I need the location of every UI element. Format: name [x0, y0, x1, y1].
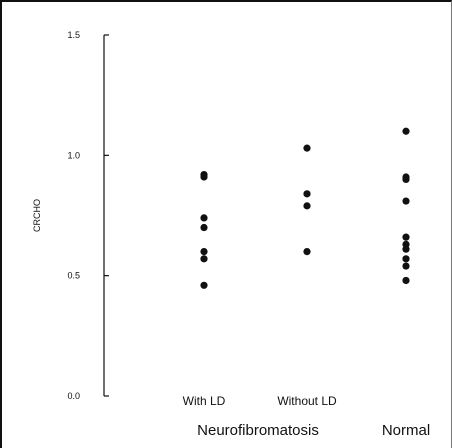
data-point [402, 127, 410, 135]
data-point [303, 248, 311, 256]
y-ticks: 0.0 0.5 1.0 1.5 [67, 30, 109, 401]
data-point [200, 281, 208, 289]
data-point [200, 255, 208, 263]
category-labels: With LD Without LD [183, 394, 337, 408]
group-label-0: Neurofibromatosis [197, 422, 319, 439]
data-point [402, 245, 410, 253]
y-axis-label: CRCHO [32, 199, 42, 232]
data-point [402, 262, 410, 270]
group-label-1: Normal [382, 422, 430, 439]
data-point [303, 190, 311, 198]
data-point [200, 214, 208, 222]
group-labels: Neurofibromatosis Normal [197, 422, 430, 439]
data-point [402, 233, 410, 241]
y-tick-label-2: 1.0 [67, 150, 80, 160]
y-tick-label-3: 1.5 [67, 30, 80, 40]
data-points [200, 127, 410, 289]
data-point [402, 255, 410, 263]
data-point [303, 144, 311, 152]
data-point [200, 223, 208, 232]
y-tick-label-1: 0.5 [67, 271, 80, 281]
data-point [200, 173, 208, 181]
data-point [402, 197, 410, 205]
data-point [303, 202, 311, 210]
data-point [402, 276, 410, 285]
data-point [402, 175, 410, 183]
data-point [200, 248, 208, 256]
y-tick-label-0: 0.0 [67, 391, 80, 401]
category-label-1: Without LD [277, 394, 337, 408]
category-label-0: With LD [183, 394, 226, 408]
